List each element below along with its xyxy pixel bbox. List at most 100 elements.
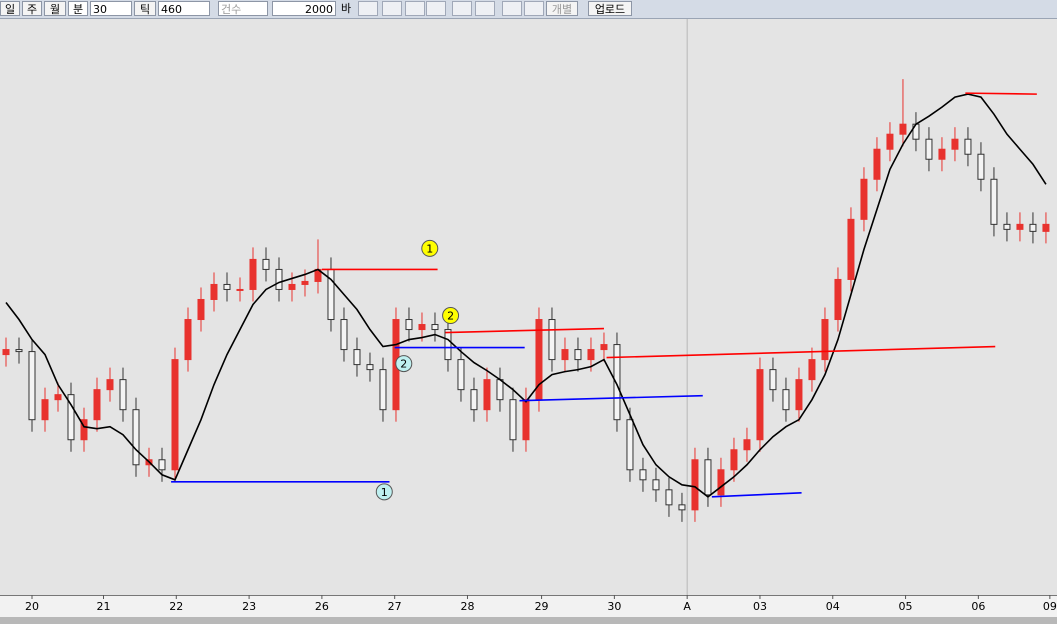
trend-line: [445, 327, 604, 334]
candle-body: [951, 138, 959, 150]
candle-body: [444, 329, 452, 361]
icon-button[interactable]: [524, 1, 544, 16]
candle-body: [847, 218, 855, 280]
candle-body: [1016, 223, 1024, 230]
candle-body: [704, 459, 712, 496]
candle-body: [990, 178, 998, 225]
icon-button[interactable]: [475, 1, 495, 16]
candle-body: [769, 369, 777, 391]
candle-body: [873, 148, 881, 180]
candle-body: [613, 344, 621, 421]
x-tick-label: 28: [460, 600, 474, 613]
candle-body: [1042, 223, 1050, 232]
candle-body: [2, 349, 10, 356]
tick-select[interactable]: 460: [158, 1, 210, 16]
marker: [395, 355, 413, 373]
candle-body: [691, 459, 699, 511]
candle-body: [561, 349, 569, 361]
candle-body: [249, 258, 257, 290]
x-tick-label: 09: [1043, 600, 1057, 613]
x-tick-label: 23: [242, 600, 256, 613]
candle-body: [431, 324, 439, 331]
individual-button[interactable]: 개별: [546, 1, 578, 16]
candle-body: [405, 319, 413, 331]
candle-body: [132, 409, 140, 466]
marker-label: 2: [447, 310, 454, 323]
candle-body: [470, 389, 478, 411]
minute-button[interactable]: 분: [68, 1, 88, 16]
period-select[interactable]: 30: [90, 1, 132, 16]
candle-body: [899, 123, 907, 135]
x-tick-label: 03: [753, 600, 767, 613]
candle-body: [340, 319, 348, 351]
marker: [375, 483, 393, 501]
candle-body: [574, 349, 582, 361]
x-tick-label: 27: [388, 600, 402, 613]
icon-button[interactable]: [502, 1, 522, 16]
bars-input[interactable]: 2000: [272, 1, 336, 16]
candle-body: [457, 359, 465, 391]
x-tick-label: 26: [315, 600, 329, 613]
candle-body: [353, 349, 361, 366]
x-tick-label: 06: [971, 600, 985, 613]
month-button[interactable]: 월: [44, 1, 66, 16]
candle-body: [275, 268, 283, 290]
icon-button[interactable]: [358, 1, 378, 16]
x-tick-label: A: [683, 600, 691, 613]
candle-body: [782, 389, 790, 411]
moving-average: [5, 93, 1047, 498]
candle-body: [262, 258, 270, 270]
candle-body: [548, 319, 556, 361]
candle-body: [1029, 223, 1037, 232]
candle-body: [821, 319, 829, 361]
trend-line: [519, 394, 703, 402]
candle-body: [106, 379, 114, 391]
candle-body: [223, 283, 231, 290]
count-select[interactable]: 건수: [218, 1, 268, 16]
icon-button[interactable]: [382, 1, 402, 16]
candle-body: [236, 288, 244, 291]
icon-button[interactable]: [426, 1, 446, 16]
week-button[interactable]: 주: [22, 1, 42, 16]
marker: [421, 239, 439, 257]
tick-button[interactable]: 틱: [134, 1, 156, 16]
bar-unit: 바: [340, 2, 352, 15]
trend-line: [711, 492, 802, 498]
day-button[interactable]: 일: [0, 1, 20, 16]
marker-label: 1: [381, 486, 388, 499]
candle-body: [418, 324, 426, 331]
plot-background: [0, 19, 1057, 595]
candle-body: [67, 394, 75, 441]
trend-line: [606, 345, 996, 359]
candle-body: [28, 351, 36, 421]
x-tick-label: 21: [96, 600, 110, 613]
candle-body: [886, 133, 894, 150]
candle-body: [184, 319, 192, 361]
candle-body: [522, 399, 530, 441]
candle-body: [301, 280, 309, 285]
candle-body: [626, 419, 634, 471]
toolbar: 일 주 월 분 30 틱 460 건수 2000 바 개별 업로드: [0, 0, 1057, 19]
candle-body: [964, 138, 972, 155]
candle-body: [197, 298, 205, 321]
candle-body: [977, 153, 985, 180]
candle-body: [496, 379, 504, 401]
upload-button[interactable]: 업로드: [588, 1, 632, 16]
marker-label: 1: [426, 242, 433, 255]
candle-body: [1003, 223, 1011, 230]
candle-body: [730, 449, 738, 471]
candle-body: [860, 178, 868, 220]
candle-body: [600, 344, 608, 351]
candle-body: [743, 439, 751, 451]
icon-button[interactable]: [452, 1, 472, 16]
icon-button[interactable]: [405, 1, 425, 16]
candle-body: [756, 369, 764, 441]
trend-line: [965, 92, 1037, 95]
candle-body: [15, 349, 23, 353]
candle-body: [717, 469, 725, 496]
x-tick-label: 29: [535, 600, 549, 613]
marker-label: 2: [400, 358, 407, 371]
candle-body: [665, 489, 673, 506]
